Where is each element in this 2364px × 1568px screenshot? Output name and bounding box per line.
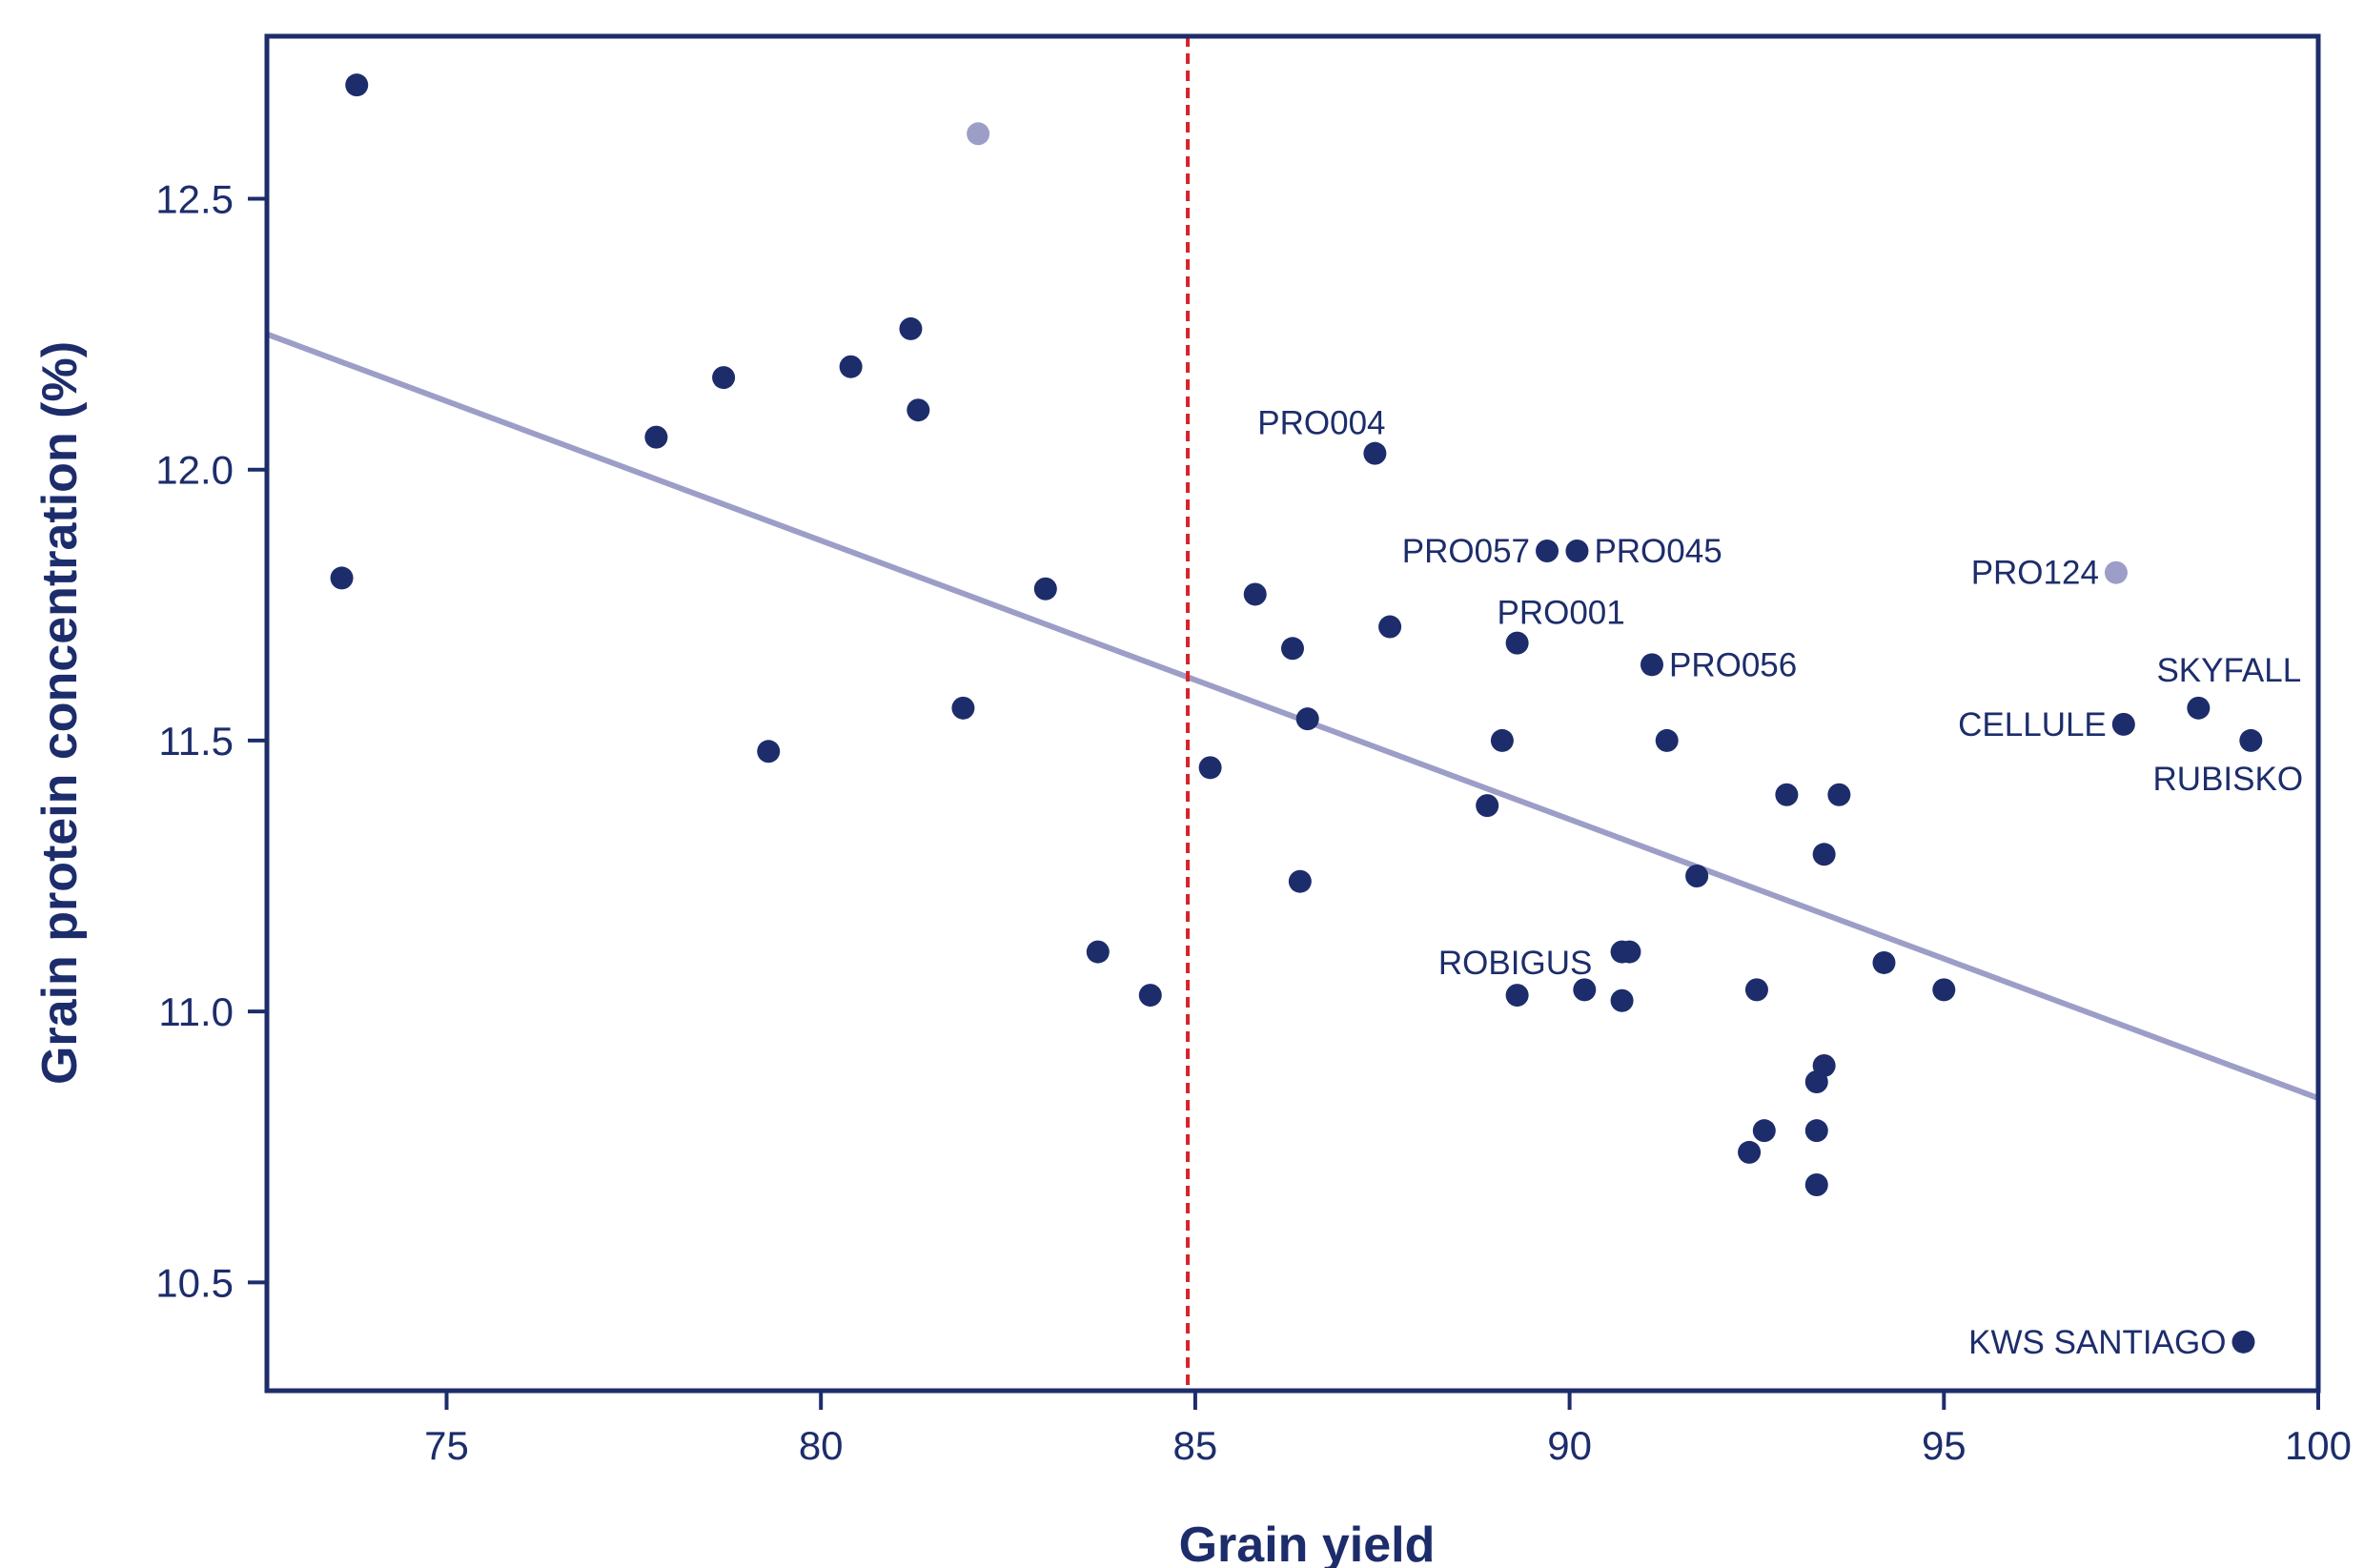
- data-point: [1138, 984, 1162, 1008]
- data-point: [1804, 1119, 1828, 1143]
- y-tick-label: 12.0: [155, 448, 234, 493]
- trend-line: [265, 331, 2320, 1101]
- x-tick-label: 90: [1547, 1423, 1592, 1468]
- data-point: [1536, 539, 1559, 562]
- data-point: [757, 740, 781, 764]
- data-point: [1827, 783, 1851, 806]
- data-point: [1505, 631, 1529, 655]
- data-point: [951, 696, 975, 720]
- data-point: [2104, 560, 2128, 584]
- y-tick-label: 10.5: [155, 1260, 234, 1305]
- data-point: [1505, 984, 1529, 1008]
- data-point: [967, 122, 990, 146]
- data-point: [839, 355, 863, 378]
- data-point: [1738, 1140, 1762, 1164]
- data-point: [1243, 582, 1267, 606]
- x-axis: 75 80 85 90 95 100: [424, 1391, 2352, 1468]
- data-point: [2232, 1330, 2255, 1354]
- y-tick-label: 12.5: [155, 177, 234, 222]
- data-point: [2239, 728, 2263, 752]
- data-point: [1618, 940, 1641, 964]
- data-point: [1752, 1119, 1776, 1143]
- data-point-label: PRO124: [1971, 555, 2099, 592]
- data-point: [1932, 978, 1956, 1002]
- data-point: [1490, 728, 1514, 752]
- data-point: [2111, 712, 2135, 736]
- y-tick-label: 11.5: [158, 719, 234, 764]
- data-point: [2187, 696, 2211, 720]
- x-tick-label: 75: [424, 1423, 469, 1468]
- x-tick-label: 85: [1173, 1423, 1218, 1468]
- y-axis-title: Grain protein concentration (%): [32, 341, 88, 1085]
- data-point: [1295, 707, 1319, 731]
- data-point: [345, 73, 369, 97]
- x-axis-title: Grain yield: [1179, 1517, 1436, 1568]
- data-point-label: PRO045: [1594, 533, 1722, 570]
- data-point: [1775, 783, 1799, 806]
- x-tick-label: 95: [1922, 1423, 1967, 1468]
- data-point: [712, 366, 736, 390]
- data-point: [1685, 865, 1709, 888]
- data-point: [899, 316, 923, 340]
- data-point: [1812, 843, 1836, 866]
- data-point-label: PRO056: [1669, 646, 1797, 683]
- data-point-label: CELLULE: [1958, 706, 2107, 743]
- data-point: [1804, 1173, 1828, 1197]
- data-point-label: PRO057: [1402, 533, 1530, 570]
- y-axis: 10.5 11.0 11.5 12.0 12.5: [155, 177, 267, 1305]
- data-point: [1086, 940, 1110, 964]
- data-point: [1363, 441, 1387, 465]
- data-point-label: KWS SANTIAGO: [1968, 1324, 2226, 1361]
- x-tick-label: 100: [2285, 1423, 2352, 1468]
- data-point: [1872, 950, 1896, 974]
- data-point: [1812, 1053, 1836, 1077]
- data-point: [330, 566, 354, 590]
- data-point-label: ROBIGUS: [1438, 945, 1592, 982]
- data-point-label: PRO004: [1257, 405, 1385, 442]
- data-point: [907, 398, 930, 422]
- data-point: [644, 425, 668, 449]
- y-tick-label: 11.0: [158, 989, 234, 1034]
- data-point: [1565, 539, 1589, 562]
- data-point: [1655, 728, 1679, 752]
- data-point-label: SKYFALL: [2156, 652, 2301, 689]
- data-point: [1281, 637, 1304, 661]
- data-point: [1378, 615, 1402, 639]
- data-point: [1573, 978, 1597, 1002]
- data-point: [1476, 794, 1499, 818]
- data-point: [1744, 978, 1768, 1002]
- data-point: [1198, 756, 1222, 780]
- data-point-label: RUBISKO: [2153, 761, 2304, 798]
- data-point: [1033, 577, 1057, 601]
- data-point: [1640, 653, 1663, 677]
- x-tick-label: 80: [799, 1423, 844, 1468]
- chart-marks: PRO004 PRO001 ROBIGUS PRO057 PRO045 PRO056 PRO…: [265, 36, 2320, 1391]
- plot-area-frame: [264, 33, 2321, 1394]
- data-point: [1288, 869, 1312, 893]
- data-point-label: PRO001: [1497, 595, 1624, 632]
- data-point: [1610, 988, 1634, 1012]
